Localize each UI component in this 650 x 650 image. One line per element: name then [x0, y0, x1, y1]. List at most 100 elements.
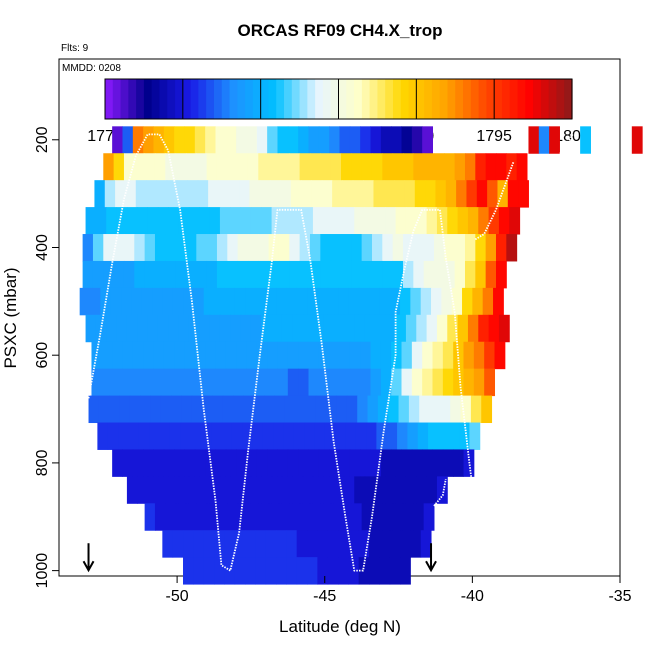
- heatmap-cell: [265, 557, 277, 585]
- heatmap-cell: [150, 395, 162, 424]
- colorbar-swatch: [346, 79, 355, 119]
- heatmap-cell: [215, 368, 227, 397]
- heatmap-cell: [185, 153, 197, 181]
- heatmap-cell: [400, 530, 411, 558]
- heatmap-cell: [497, 180, 509, 208]
- heatmap-cell: [126, 207, 138, 235]
- heatmap-cell: [79, 287, 91, 316]
- heatmap-cell: [126, 476, 138, 504]
- heatmap-cell: [370, 126, 382, 154]
- heatmap-cell: [509, 207, 521, 235]
- heatmap-cell: [122, 126, 134, 154]
- heatmap-cell: [178, 207, 190, 235]
- colorbar: [104, 78, 573, 120]
- heatmap-cell: [330, 260, 342, 289]
- heatmap-cell: [423, 260, 435, 289]
- heatmap-cell: [147, 207, 159, 235]
- heatmap-cell: [187, 180, 199, 208]
- heatmap-cell: [369, 557, 380, 585]
- colorbar-swatch: [361, 79, 371, 119]
- heatmap-cell: [157, 314, 169, 343]
- heatmap-cell: [302, 207, 314, 235]
- heatmap-cell: [184, 341, 196, 370]
- heatmap-cell: [287, 449, 299, 477]
- heatmap-cell: [247, 234, 259, 262]
- heatmap-cell: [495, 260, 507, 289]
- heatmap-cell: [168, 207, 180, 235]
- heatmap-cell: [153, 126, 165, 154]
- heatmap-cell: [163, 368, 175, 397]
- heatmap-cell: [410, 287, 422, 316]
- heatmap-cell: [103, 260, 115, 289]
- heatmap-cell: [302, 476, 314, 504]
- heatmap-cell: [271, 314, 283, 343]
- heatmap-cell: [382, 153, 394, 181]
- heatmap-cell: [454, 153, 466, 181]
- colorbar-swatch: [315, 79, 324, 119]
- colorbar-tick-label: 1795: [476, 128, 512, 145]
- heatmap-cell: [175, 260, 187, 289]
- heatmap-cell: [485, 234, 497, 262]
- heatmap-cell: [132, 126, 144, 154]
- heatmap-cell: [422, 449, 433, 477]
- heatmap-cell: [383, 180, 395, 208]
- heatmap-cell: [293, 422, 305, 450]
- heatmap-cell: [342, 180, 354, 208]
- heatmap-cell: [484, 341, 496, 370]
- heatmap-cell: [386, 422, 398, 450]
- y-axis: 200 400 600 800 1000: [34, 126, 59, 588]
- heatmap-cell: [216, 153, 228, 181]
- heatmap-cell: [373, 180, 385, 208]
- colorbar-swatch: [190, 79, 199, 119]
- heatmap-cell: [287, 341, 299, 370]
- heatmap-cell: [236, 368, 247, 397]
- heatmap-cell: [580, 126, 591, 154]
- x-tick-label: -45: [313, 588, 336, 605]
- heatmap-cell: [144, 260, 156, 289]
- heatmap-cell: [178, 476, 190, 504]
- flight-track-segment: [433, 478, 447, 507]
- heatmap-cell: [420, 287, 432, 316]
- heatmap-cell: [249, 180, 261, 208]
- heatmap-cell: [277, 126, 289, 154]
- heatmap-cell: [227, 260, 239, 289]
- heatmap-cell: [283, 422, 295, 450]
- heatmap-cell: [245, 530, 256, 558]
- heatmap-cell: [340, 260, 352, 289]
- heatmap-cell: [329, 449, 340, 477]
- heatmap-cell: [163, 126, 175, 154]
- colorbar-swatch: [338, 79, 347, 119]
- heatmap-cell: [428, 422, 439, 450]
- heatmap-cell: [183, 557, 194, 585]
- heatmap-cell: [308, 368, 320, 397]
- heatmap-cell: [149, 422, 160, 450]
- heatmap-cell: [395, 314, 407, 343]
- heatmap-cell: [407, 422, 419, 450]
- heatmap-cell: [397, 422, 408, 450]
- heatmap-cell: [116, 314, 128, 343]
- heatmap-cell: [237, 260, 249, 289]
- heatmap-cell: [193, 530, 205, 558]
- heatmap-cell: [453, 368, 465, 397]
- colorbar-swatch: [447, 79, 456, 119]
- heatmap-cell: [432, 449, 444, 477]
- heatmap-cell: [475, 234, 487, 262]
- heatmap-cell: [206, 260, 218, 289]
- heatmap-cell: [338, 287, 349, 316]
- marker-arrow-head: [425, 560, 437, 573]
- heatmap-cell: [188, 476, 200, 504]
- heatmap-cell: [402, 153, 414, 181]
- heatmap-cell: [230, 207, 242, 235]
- heatmap-cell: [447, 314, 459, 343]
- heatmap-cell: [215, 126, 227, 154]
- heatmap-cell: [312, 207, 324, 235]
- heatmap-cell: [227, 503, 239, 531]
- heatmap-cell: [231, 422, 243, 450]
- heatmap-cell: [507, 180, 519, 208]
- heatmap-cell: [364, 314, 376, 343]
- heatmap-cell: [391, 341, 402, 370]
- heatmap-cell: [463, 341, 475, 370]
- heatmap-cell: [256, 368, 268, 397]
- heatmap-cell: [250, 476, 262, 504]
- heatmap-cell: [385, 314, 397, 343]
